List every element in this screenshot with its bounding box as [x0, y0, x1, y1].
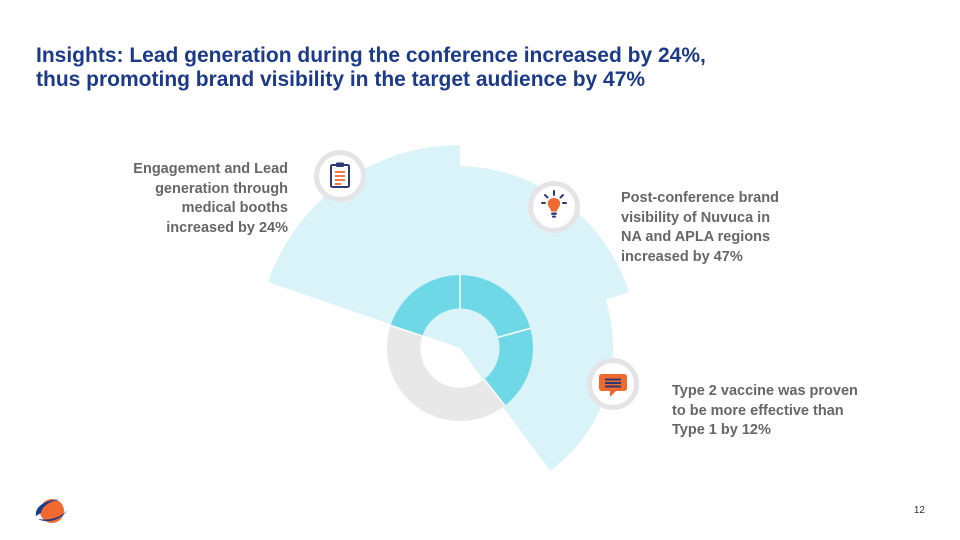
callout-line: increased by 47% — [621, 248, 743, 265]
chat-bubble-icon — [599, 374, 627, 397]
company-logo — [35, 499, 67, 523]
callout-line: Engagement and Lead — [133, 161, 288, 177]
callout-line: increased by 24% — [166, 219, 288, 236]
donut-chart — [387, 275, 533, 422]
callout-line: NA and APLA regions — [621, 229, 771, 245]
callout-brand-visibility: Post-conference brand visibility of Nuvu… — [621, 189, 821, 267]
callout-line: Type 2 vaccine was proven — [672, 383, 858, 399]
donut-segment-base — [387, 325, 505, 422]
donut-segment-2 — [484, 328, 533, 406]
lightbulb-icon-badge — [528, 181, 580, 233]
slide-title: Insights: Lead generation during the con… — [36, 44, 936, 92]
callout-lead-generation: Engagement and Lead generation through m… — [90, 160, 288, 238]
clipboard-icon — [330, 162, 350, 188]
clipboard-icon-badge — [314, 150, 366, 202]
donut-segment-1 — [460, 275, 531, 338]
callout-line: medical booths — [181, 200, 288, 216]
callout-line: generation through — [155, 180, 288, 197]
callout-line: visibility of Nuvuca in — [621, 209, 771, 226]
donut-segment-3 — [390, 275, 460, 336]
slide-title-line-2: thus promoting brand visibility in the t… — [36, 68, 646, 91]
callout-line: Type 1 by 12% — [672, 422, 771, 438]
callout-line: Post-conference brand — [621, 190, 779, 206]
callout-line: to be more effective than — [672, 402, 844, 419]
slide-title-line-1: Insights: Lead generation during the con… — [36, 44, 706, 67]
page-number: 12 — [913, 505, 925, 516]
chat-bubble-icon-badge — [587, 358, 639, 410]
lightbulb-icon — [541, 190, 567, 218]
fan-sector-3 — [460, 298, 614, 471]
donut-separators — [390, 275, 531, 407]
callout-vaccine-effectiveness: Type 2 vaccine was proven to be more eff… — [672, 382, 902, 441]
